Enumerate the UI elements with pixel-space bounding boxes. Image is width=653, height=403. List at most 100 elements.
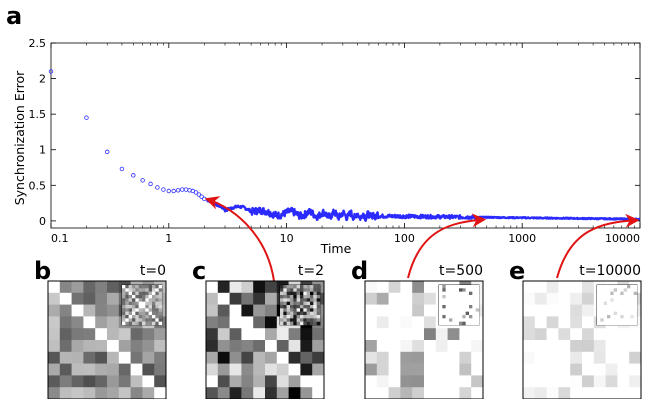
inset-cell — [462, 318, 466, 322]
inset-cell — [296, 308, 301, 312]
inset-cell — [603, 288, 608, 292]
matrix-cell — [523, 363, 536, 376]
matrix-cell — [570, 316, 583, 329]
matrix-cell — [365, 375, 378, 388]
inset-cell — [152, 321, 156, 326]
inset-cell — [132, 291, 136, 296]
matrix-cell — [253, 363, 266, 376]
inset-cell — [148, 301, 153, 306]
inset-cell — [452, 315, 456, 319]
inset-cell — [603, 315, 608, 319]
matrix-cell — [570, 340, 583, 353]
inset-cell — [142, 301, 146, 306]
inset-cell — [158, 305, 163, 309]
inset-cell — [128, 298, 133, 302]
matrix-cell — [83, 304, 96, 317]
inset-cell — [313, 318, 317, 322]
inset-cell — [313, 298, 317, 302]
inset-cell — [286, 305, 291, 309]
inset-cell — [449, 298, 453, 302]
inset-cell — [152, 291, 156, 296]
inset-cell — [469, 295, 473, 299]
inset-cell — [472, 285, 476, 289]
inset-cell — [306, 321, 311, 326]
matrix-cell — [217, 292, 230, 305]
inset-cell — [475, 288, 480, 292]
matrix-cell — [118, 387, 131, 400]
data-point-12 — [180, 187, 185, 192]
matrix-cell — [59, 292, 72, 305]
inset-cell — [310, 295, 314, 299]
matrix-cell — [276, 387, 289, 400]
inset-cell — [469, 321, 473, 326]
snapshot-arrow-2 — [556, 213, 640, 279]
inset-cell — [439, 308, 443, 312]
matrix-cell — [605, 375, 618, 388]
matrix-cell — [83, 281, 96, 294]
inset-cell — [627, 321, 631, 326]
inset-cell — [122, 298, 126, 302]
inset-cell — [152, 305, 156, 309]
inset-cell — [293, 311, 297, 316]
snapshot-arrow-1 — [407, 213, 487, 279]
inset-cell — [630, 318, 634, 322]
matrix-cell — [523, 304, 536, 317]
inset-cell — [633, 285, 638, 289]
inset-cell — [620, 311, 624, 316]
x-tick-label-4: 1000 — [508, 232, 536, 245]
matrix-cell — [83, 340, 96, 353]
inset-cell — [610, 311, 614, 316]
inset-cell — [135, 295, 139, 299]
inset-cell — [122, 291, 126, 296]
error-tail-trace — [205, 198, 641, 222]
inset-cell — [142, 288, 146, 292]
matrix-cell — [617, 328, 630, 341]
matrix-cell — [459, 328, 472, 341]
matrix-cell — [83, 328, 96, 341]
inset-cell — [472, 315, 476, 319]
inset-cell — [613, 318, 618, 322]
inset-cell — [155, 318, 159, 322]
y-tick-label-5: 2.5 — [29, 37, 47, 50]
matrix-cell — [582, 387, 595, 400]
inset-cell — [469, 285, 473, 289]
matrix-cell — [276, 340, 289, 353]
inset-cell — [303, 301, 307, 306]
inset-cell — [469, 315, 473, 319]
matrix-cell — [388, 363, 401, 376]
inset-cell — [449, 295, 453, 299]
inset-cell — [142, 321, 146, 326]
matrix-cell — [435, 340, 448, 353]
inset-cell — [613, 288, 618, 292]
inset-cell — [132, 298, 136, 302]
matrix-cell — [582, 292, 595, 305]
inset-cell — [280, 288, 284, 292]
x-tick-label-1: 1 — [165, 232, 172, 245]
panel-letter-e: e — [509, 257, 525, 285]
matrix-cell — [459, 387, 472, 400]
inset-cell — [469, 305, 473, 309]
inset-cell — [449, 315, 453, 319]
inset-cell — [145, 305, 149, 309]
matrix-cell — [376, 281, 389, 294]
matrix-cell — [265, 292, 278, 305]
inset-cell — [600, 318, 604, 322]
inset-cell — [623, 301, 628, 306]
inset-cell — [125, 311, 129, 316]
inset-cell — [597, 301, 601, 306]
inset-cell — [145, 298, 149, 302]
matrix-cell — [107, 304, 120, 317]
inset-cell — [125, 298, 129, 302]
inset-cell — [296, 291, 301, 296]
inset-cell — [623, 288, 628, 292]
matrix-cell — [241, 316, 254, 329]
matrix-cell — [95, 375, 108, 388]
matrix-cell — [570, 328, 583, 341]
data-point-7 — [155, 185, 160, 190]
inset-cell — [313, 308, 317, 312]
inset-cell — [617, 295, 621, 299]
snapshot-time-label: t=10000 — [579, 263, 641, 279]
matrix-cell — [71, 375, 84, 388]
snapshot-arrows — [204, 196, 640, 282]
matrix-cell — [206, 281, 219, 294]
